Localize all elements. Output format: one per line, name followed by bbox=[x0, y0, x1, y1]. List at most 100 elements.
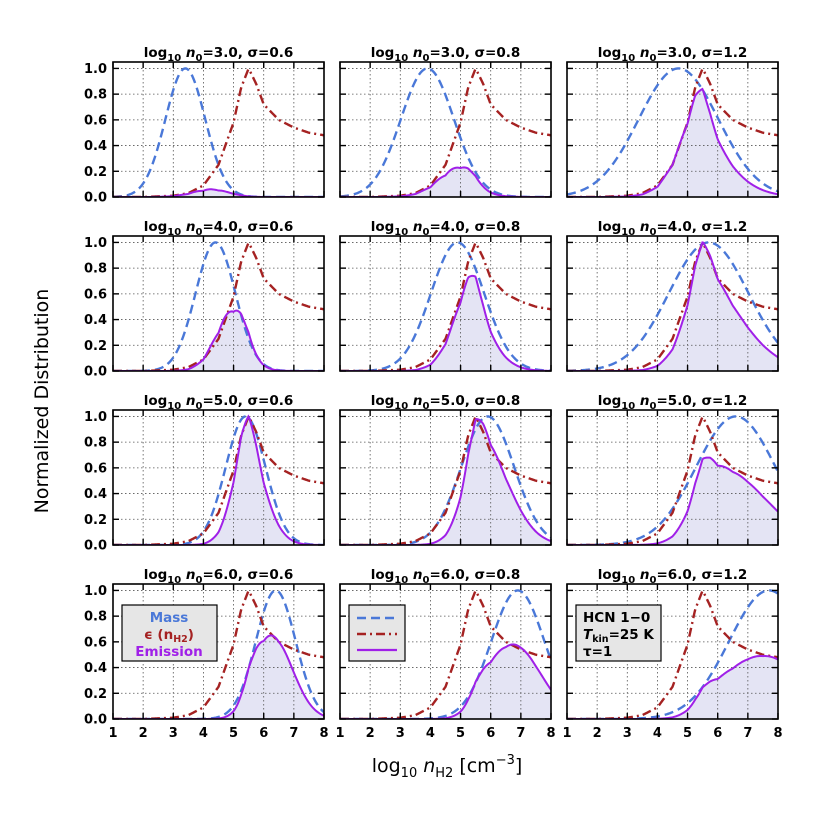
panel-3-0: 0.0 0.2 0.4 0.6 0.8 1.0 1 2 3 4 5 6 7 8 log10 n0=6.0, … bbox=[84, 567, 329, 741]
panel-grid: 0.0 0.2 0.4 0.6 0.8 1.0 log10 n0=3.0, σ=0.6 log… bbox=[84, 45, 783, 741]
panel-0-2: log10 n0=3.0, σ=1.2 bbox=[566, 45, 779, 198]
emission-fill bbox=[567, 457, 778, 545]
panel-frame bbox=[566, 235, 779, 372]
info-line-3: τ=1 bbox=[583, 644, 612, 660]
x-tick-label: 3 bbox=[169, 726, 178, 741]
y-tick-label: 0.8 bbox=[84, 610, 107, 625]
emission-fill bbox=[567, 656, 778, 719]
efficiency-series-line bbox=[113, 589, 324, 719]
y-tick-label: 0.8 bbox=[84, 262, 107, 277]
panel-frame bbox=[112, 235, 325, 372]
y-tick-label: 0.4 bbox=[84, 487, 107, 502]
efficiency-series-line bbox=[567, 241, 778, 371]
y-tick-label: 0.0 bbox=[84, 713, 107, 728]
panel-title: log10 n0=5.0, σ=1.2 bbox=[598, 393, 748, 412]
x-axis-label-log: log bbox=[372, 755, 401, 777]
mass-series-line bbox=[340, 589, 551, 719]
mass-series-line bbox=[567, 67, 778, 196]
efficiency-series-line bbox=[340, 589, 551, 719]
mass-series-line bbox=[340, 241, 551, 371]
panel-title: log10 n0=4.0, σ=0.8 bbox=[371, 219, 521, 238]
emission-fill bbox=[340, 275, 551, 371]
y-tick-label: 0.8 bbox=[84, 436, 107, 451]
emission-fill bbox=[113, 416, 324, 545]
emission-fill bbox=[340, 167, 551, 197]
legend-mass-label: Mass bbox=[150, 610, 189, 626]
info-box-frame bbox=[575, 604, 662, 662]
y-tick-label: 1.0 bbox=[84, 236, 107, 251]
panel-title: log10 n0=6.0, σ=0.6 bbox=[144, 567, 294, 586]
emission-fill bbox=[340, 644, 551, 719]
x-tick-label: 4 bbox=[653, 726, 662, 741]
emission-series-line bbox=[340, 417, 551, 545]
panel-0-1: log10 n0=3.0, σ=0.8 bbox=[339, 45, 552, 198]
panel-title: log10 n0=3.0, σ=1.2 bbox=[598, 45, 748, 64]
efficiency-series-line bbox=[567, 589, 778, 719]
x-tick-label: 1 bbox=[562, 726, 571, 741]
y-tick-label: 0.8 bbox=[84, 88, 107, 103]
y-tick-label: 0.2 bbox=[84, 513, 107, 528]
panel-1-1: log10 n0=4.0, σ=0.8 bbox=[339, 219, 552, 372]
panel-title: log10 n0=5.0, σ=0.8 bbox=[371, 393, 521, 412]
x-tick-label: 5 bbox=[229, 726, 238, 741]
legend-box bbox=[121, 604, 218, 662]
emission-fill bbox=[567, 89, 778, 197]
legend-efficiency-label: ϵ (nH2) bbox=[144, 627, 194, 645]
y-tick-label: 0.0 bbox=[84, 539, 107, 554]
y-tick-label: 0.0 bbox=[84, 191, 107, 206]
x-tick-label: 2 bbox=[593, 726, 602, 741]
x-axis-label-unit-close: ] bbox=[515, 755, 522, 777]
panel-frame bbox=[112, 409, 325, 546]
y-tick-label: 1.0 bbox=[84, 584, 107, 599]
x-tick-label: 5 bbox=[683, 726, 692, 741]
x-tick-label: 8 bbox=[319, 726, 328, 741]
x-axis-label-unit-exp: −3 bbox=[496, 753, 515, 768]
panel-frame bbox=[112, 61, 325, 198]
panel-frame bbox=[339, 61, 552, 198]
panel-title: log10 n0=6.0, σ=1.2 bbox=[598, 567, 748, 586]
panel-frame bbox=[339, 235, 552, 372]
x-tick-label: 2 bbox=[366, 726, 375, 741]
x-tick-label: 6 bbox=[259, 726, 268, 741]
mass-series-line bbox=[567, 241, 778, 371]
y-tick-label: 0.4 bbox=[84, 661, 107, 676]
y-tick-label: 0.6 bbox=[84, 635, 107, 650]
emission-fill bbox=[567, 242, 778, 371]
x-tick-label: 7 bbox=[289, 726, 298, 741]
y-tick-label: 0.2 bbox=[84, 687, 107, 702]
panel-title: log10 n0=3.0, σ=0.6 bbox=[144, 45, 294, 64]
panel-title: log10 n0=4.0, σ=0.6 bbox=[144, 219, 294, 238]
info-line-2: Tkin=25 K bbox=[583, 627, 654, 645]
mass-series-line bbox=[113, 589, 324, 719]
panel-2-2: log10 n0=5.0, σ=1.2 bbox=[566, 393, 779, 546]
x-tick-label: 4 bbox=[426, 726, 435, 741]
panel-0-0: 0.0 0.2 0.4 0.6 0.8 1.0 log10 n0=3.0, σ=0.6 bbox=[84, 45, 325, 206]
x-tick-label: 7 bbox=[516, 726, 525, 741]
x-tick-label: 4 bbox=[199, 726, 208, 741]
mass-series-line bbox=[113, 415, 324, 545]
y-tick-label: 0.0 bbox=[84, 365, 107, 380]
x-tick-label: 8 bbox=[546, 726, 555, 741]
emission-fill bbox=[113, 635, 324, 719]
y-tick-label: 0.2 bbox=[84, 339, 107, 354]
panel-title: log10 n0=6.0, σ=0.8 bbox=[371, 567, 521, 586]
y-tick-label: 0.4 bbox=[84, 313, 107, 328]
y-tick-label: 1.0 bbox=[84, 410, 107, 425]
efficiency-series-line bbox=[340, 241, 551, 371]
panel-frame bbox=[112, 583, 325, 720]
panel-1-2: log10 n0=4.0, σ=1.2 bbox=[566, 219, 779, 372]
emission-series-line bbox=[567, 654, 778, 719]
panel-2-1: log10 n0=5.0, σ=0.8 bbox=[339, 393, 552, 546]
mass-series-line bbox=[113, 67, 324, 197]
y-tick-label: 0.6 bbox=[84, 461, 107, 476]
panel-frame bbox=[566, 61, 779, 198]
panel-frame bbox=[339, 583, 552, 720]
x-tick-label: 3 bbox=[396, 726, 405, 741]
x-tick-label: 7 bbox=[743, 726, 752, 741]
panel-title: log10 n0=3.0, σ=0.8 bbox=[371, 45, 521, 64]
y-tick-label: 0.6 bbox=[84, 113, 107, 128]
panel-2-0: 0.0 0.2 0.4 0.6 0.8 1.0 log10 n0=5.0, σ=0.6 bbox=[84, 393, 325, 554]
